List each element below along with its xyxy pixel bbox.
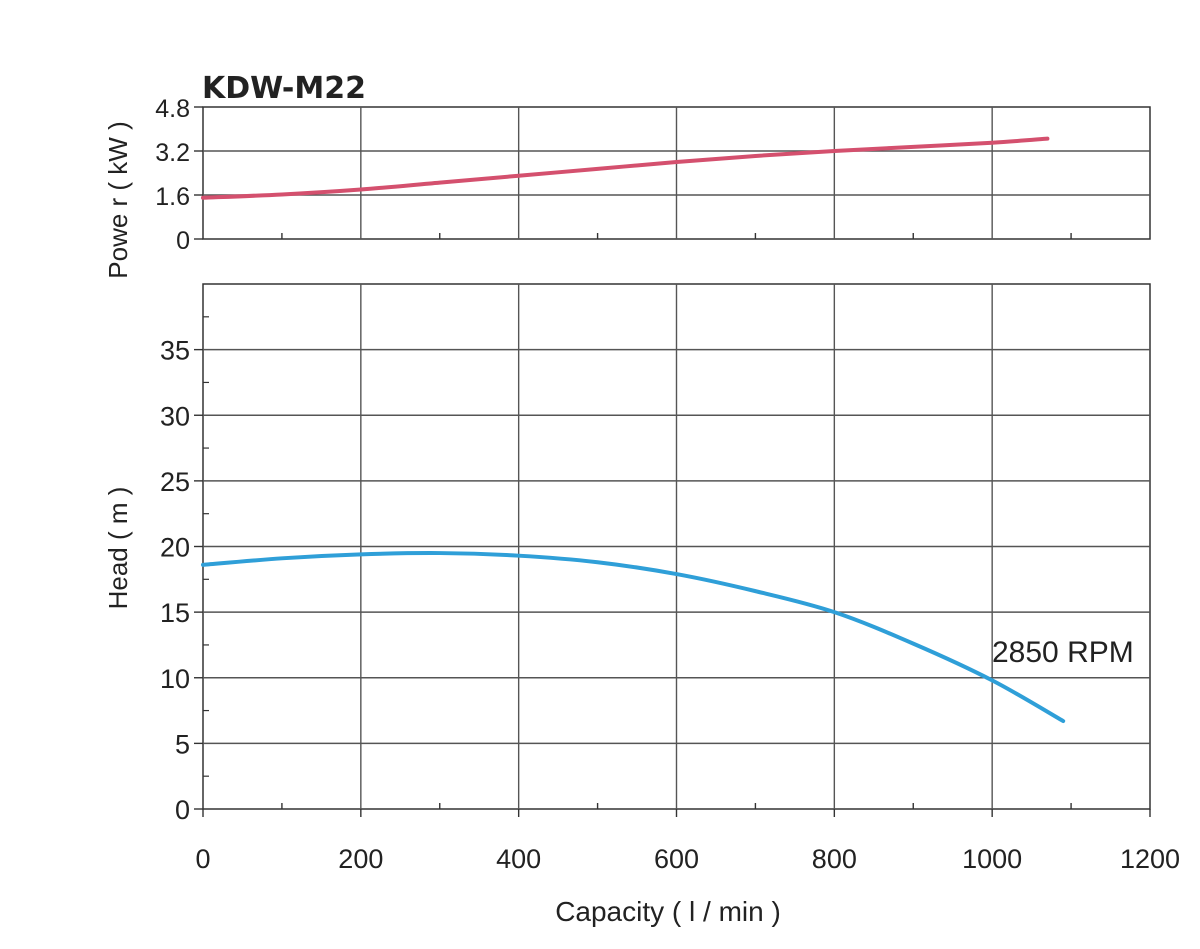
head-curve <box>201 551 1066 724</box>
y-tick-label: 20 <box>160 533 190 563</box>
y-tick-label: 0 <box>175 795 190 825</box>
y-tick-label: 1.6 <box>155 183 190 211</box>
y-tick-label: 35 <box>160 336 190 366</box>
power-y-tick-labels: 0 1.6 3.2 4.8 <box>155 95 190 255</box>
power-chart: 0 1.6 3.2 4.8 <box>155 95 1151 255</box>
y-tick-label: 5 <box>175 729 190 759</box>
power-series <box>201 136 1050 200</box>
y-tick-label: 0 <box>176 227 190 255</box>
head-y-tick-labels: 0 5 10 15 20 25 30 35 <box>160 336 190 825</box>
head-series <box>201 551 1066 724</box>
y-tick-label: 10 <box>160 664 190 694</box>
y-tick-label: 4.8 <box>155 95 190 123</box>
head-gridlines <box>194 283 1151 810</box>
power-axis-label: Powe r ( kW ) <box>103 121 133 278</box>
y-tick-label: 3.2 <box>155 139 190 167</box>
x-tick-label: 600 <box>654 844 699 874</box>
y-tick-label: 25 <box>160 467 190 497</box>
head-chart: 0 5 10 15 20 25 30 35 0 200 400 600 800 1000 1200 <box>160 283 1180 874</box>
y-tick-label: 30 <box>160 401 190 431</box>
x-axis-label: Capacity ( l / min ) <box>555 896 781 927</box>
x-tick-labels: 0 200 400 600 800 1000 1200 <box>195 809 1180 874</box>
x-tick-label: 800 <box>812 844 857 874</box>
y-tick-label: 15 <box>160 598 190 628</box>
x-tick-label: 200 <box>338 844 383 874</box>
series-label-2850-rpm: 2850 RPM <box>992 636 1134 669</box>
power-curve <box>201 136 1050 200</box>
power-gridlines <box>194 106 1151 240</box>
x-tick-label: 400 <box>496 844 541 874</box>
chart-title: KDW-M22 <box>202 71 366 106</box>
x-tick-label: 1000 <box>962 844 1022 874</box>
x-tick-label: 1200 <box>1120 844 1180 874</box>
head-axis-label: Head ( m ) <box>103 487 133 610</box>
x-tick-label: 0 <box>195 844 210 874</box>
